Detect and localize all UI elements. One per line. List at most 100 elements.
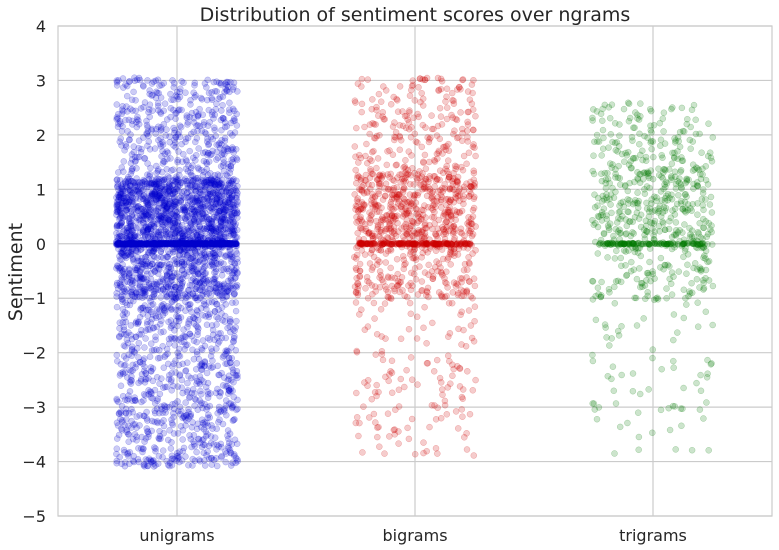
data-point [230,155,237,163]
data-point [183,226,191,234]
data-point [443,167,451,175]
data-point [179,232,187,240]
data-point [191,395,199,403]
data-point [160,210,168,218]
data-point [140,275,148,282]
data-point [423,447,430,455]
data-point [205,237,212,244]
data-point [132,234,139,241]
data-point [218,141,225,148]
data-point [162,186,169,193]
data-point [128,177,135,185]
data-point [458,137,466,145]
data-point [399,252,407,260]
data-point [122,143,130,150]
data-point [140,229,147,236]
data-point [227,130,234,137]
data-point [123,235,130,242]
data-point [203,214,211,221]
data-point [135,203,143,210]
data-point [193,238,201,246]
data-point [119,183,126,191]
data-point [184,199,192,206]
data-point [211,308,219,315]
data-point [227,216,235,223]
data-point [202,313,209,320]
data-point [165,216,172,223]
data-point [220,297,227,304]
data-point [609,138,616,146]
data-point [226,217,234,225]
data-point [126,78,133,86]
data-point [121,422,128,429]
data-point [225,267,232,275]
data-point [139,227,147,234]
data-point [130,148,138,156]
data-point [208,205,216,212]
data-point [437,186,444,194]
data-point [153,373,161,381]
data-point [205,141,212,149]
data-point [227,250,234,258]
data-point [200,281,207,289]
data-point [223,230,230,237]
data-point [230,207,237,215]
data-point [207,204,215,212]
data-point [358,306,365,313]
data-point [125,244,133,252]
data-point [144,77,151,84]
data-point [129,198,136,206]
data-point [360,189,368,197]
data-point-zero [411,240,418,248]
data-point [198,390,205,398]
data-point [127,222,134,230]
data-point [133,224,140,232]
data-point [214,201,222,208]
data-point [351,143,359,150]
data-point [157,194,165,202]
data-point [232,234,239,241]
data-point [213,462,221,470]
data-point [116,230,123,237]
data-point [352,299,360,306]
data-point [127,159,135,167]
data-point [180,244,187,251]
data-point [401,383,408,391]
data-point [156,182,163,189]
data-point [113,457,121,465]
data-point [122,232,129,240]
data-point-zero [429,239,437,247]
data-point [441,228,448,236]
data-point [124,238,131,245]
data-point [436,104,444,112]
data-point [224,211,231,219]
data-point [145,223,152,230]
data-point [226,179,233,187]
data-point [191,214,199,222]
data-point [211,235,219,242]
data-point [142,209,149,216]
data-point [173,452,181,460]
data-point [198,399,205,407]
data-point [192,187,199,195]
data-point [134,248,142,255]
data-point [129,240,137,248]
data-point [447,261,454,268]
data-point [220,236,228,243]
data-point [184,387,192,394]
data-point [208,180,215,188]
data-point [119,198,127,206]
data-point-zero [142,240,149,247]
data-point [415,84,422,91]
data-point [122,116,129,124]
data-point [207,243,214,250]
data-point [121,314,128,322]
data-point [379,196,387,203]
data-point [133,183,140,190]
data-point [233,177,240,185]
data-point [116,232,124,240]
data-point [158,405,165,413]
data-point [201,228,209,235]
data-point [178,235,186,243]
data-point [213,209,220,216]
